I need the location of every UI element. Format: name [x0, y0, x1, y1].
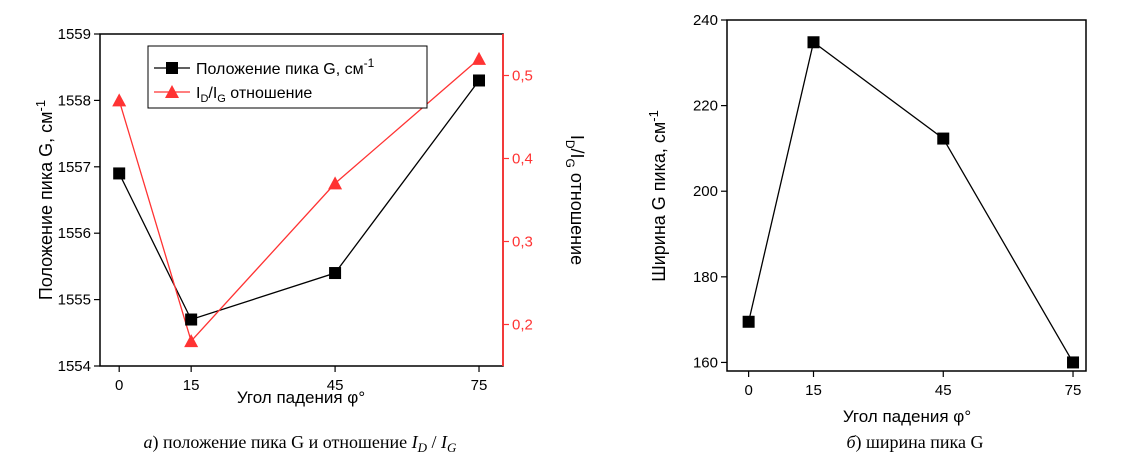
legend-label-intensity-ratio: ID/IG отношение: [196, 85, 312, 105]
series-line-0: [118, 80, 480, 321]
data-point-1-2: [328, 176, 343, 190]
right-series-lines: [747, 41, 1074, 363]
width-data-point-2: [937, 132, 950, 145]
right-x-axis-label: Угол падения φ°: [843, 407, 971, 426]
right-y-tick-label: 0,4: [512, 151, 533, 168]
right-chart-x-tick-label: 45: [935, 382, 952, 399]
left-y-tick-label: 1557: [58, 159, 91, 176]
width-series-line: [747, 41, 1074, 363]
right-chart-x-tick-label: 75: [1065, 382, 1082, 399]
right-y-ticks: 160 180 200 220 240: [693, 12, 727, 371]
data-point-0-0: [113, 167, 126, 180]
data-point-1-1: [184, 334, 199, 348]
left-y-axis-label: Положение пика G, см-1: [33, 100, 56, 300]
data-point-0-1: [185, 313, 198, 326]
series-line-1: [118, 58, 480, 343]
legend-item-peak-position: Положение пика G, см-1: [154, 56, 375, 78]
right-y-tick-label: 0,2: [512, 317, 533, 334]
right-chart-y-tick-label: 160: [693, 354, 718, 371]
data-point-1-3: [472, 51, 487, 65]
width-data-point-3: [1067, 356, 1080, 369]
right-chart-x-tick-label: 0: [744, 382, 752, 399]
legend-square-marker: [166, 62, 178, 74]
left-y-tick-label: 1556: [58, 225, 91, 242]
right-chart-y-tick-label: 240: [693, 12, 718, 29]
left-y-ticks: 1554 1555 1556 1557 1558 1559: [58, 26, 100, 375]
left-series-markers: [112, 51, 487, 348]
left-y-axis-label-text: Положение пика G, см: [36, 111, 56, 300]
left-x-tick-label: 15: [183, 377, 200, 394]
legend-box: [147, 45, 428, 109]
width-data-point-0: [742, 315, 755, 328]
left-x-tick-label: 75: [471, 377, 488, 394]
data-point-0-3: [473, 74, 486, 87]
right-chart-y-axis-label: Ширина G пика, см-1: [646, 110, 669, 282]
right-plot-frame: [726, 19, 1087, 372]
caption-right: б) ширина пика G: [846, 432, 983, 453]
data-point-0-2: [329, 267, 342, 280]
left-series-lines: [118, 58, 480, 343]
legend-item-intensity-ratio: ID/IG отношение: [154, 85, 312, 105]
right-x-ticks: 0 15 45 75: [744, 371, 1081, 399]
width-data-point-1: [807, 36, 820, 49]
right-y-ticks: 0,2 0,3 0,4 0,5: [503, 68, 533, 334]
data-point-1-0: [112, 93, 127, 107]
right-y-tick-label: 0,3: [512, 234, 533, 251]
legend: Положение пика G, см-1 ID/IG отношение: [147, 45, 428, 109]
left-x-tick-label: 45: [327, 377, 344, 394]
left-x-tick-label: 0: [115, 377, 123, 394]
right-y-tick-label: 0,5: [512, 68, 533, 85]
legend-triangle-marker: [165, 85, 179, 98]
caption-left: а) положение пика G и отношение ID / IG: [144, 432, 458, 455]
right-y-axis-label: ID/IG отношение: [563, 135, 587, 265]
left-y-tick-label: 1558: [58, 92, 91, 109]
right-chart-x-tick-label: 15: [805, 382, 822, 399]
left-y-tick-label: 1554: [58, 358, 91, 375]
left-x-axis-label: Угол падения φ°: [237, 388, 365, 407]
right-series-markers: [742, 36, 1080, 369]
left-y-tick-label: 1559: [58, 26, 91, 43]
left-y-axis-label-sup: -1: [33, 100, 48, 112]
legend-label-peak-position: Положение пика G, см-1: [196, 56, 375, 78]
right-chart-y-tick-label: 200: [693, 183, 718, 200]
left-y-tick-label: 1555: [58, 292, 91, 309]
left-x-ticks: 0 15 45 75: [115, 366, 487, 394]
right-chart-y-tick-label: 180: [693, 269, 718, 286]
right-chart-y-tick-label: 220: [693, 98, 718, 115]
